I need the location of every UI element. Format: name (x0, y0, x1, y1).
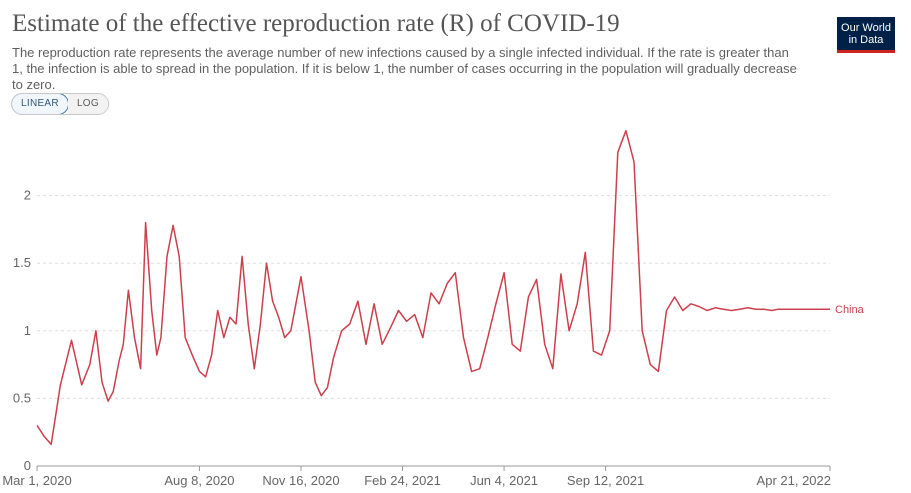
series-layer: China (36, 129, 865, 446)
chart-title: Estimate of the effective reproduction r… (12, 10, 620, 37)
scale-toggle: LINEAR LOG (11, 93, 109, 115)
log-scale-button[interactable]: LOG (67, 94, 108, 114)
y-tick-label: 2 (24, 188, 31, 203)
x-tick-label: Nov 16, 2020 (262, 473, 339, 488)
series-line-china (36, 129, 830, 446)
x-tick-label: Aug 8, 2020 (164, 473, 234, 488)
logo-line-1: Our World (841, 22, 891, 34)
grid-lines (37, 195, 830, 399)
y-tick-label: 1.5 (13, 255, 31, 270)
x-tick-label: Mar 1, 2020 (2, 473, 71, 488)
x-tick-label: Sep 12, 2021 (567, 473, 644, 488)
logo-line-2: in Data (848, 34, 884, 46)
y-tick-label: 0.5 (13, 390, 31, 405)
x-axis: Mar 1, 2020 Aug 8, 2020 Nov 16, 2020 Feb 24… (2, 465, 831, 488)
x-tick-label: Jun 4, 2021 (470, 473, 538, 488)
series-label-china: China (835, 304, 865, 316)
owid-logo[interactable]: Our World in Data (837, 17, 895, 53)
y-tick-label: 1 (24, 323, 31, 338)
y-tick-label: 0 (24, 458, 31, 473)
y-axis-ticks: 0 0.5 1 1.5 2 (13, 188, 31, 473)
chart-subtitle: The reproduction rate represents the ave… (12, 45, 797, 92)
x-tick-label: Apr 21, 2022 (757, 473, 831, 488)
x-tick-label: Feb 24, 2021 (364, 473, 441, 488)
